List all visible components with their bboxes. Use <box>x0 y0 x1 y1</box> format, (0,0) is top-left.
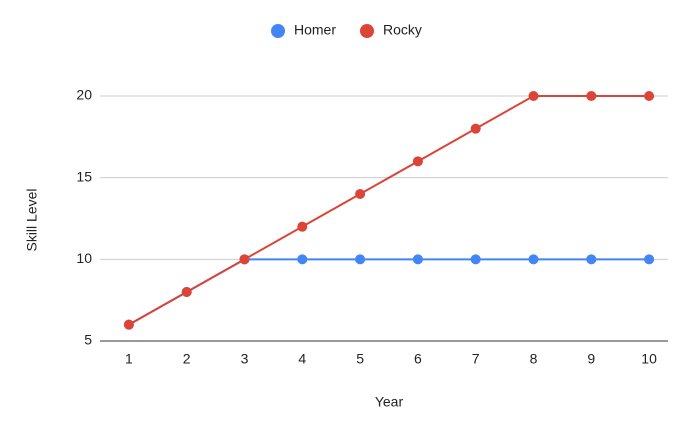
data-point <box>412 254 423 265</box>
data-point <box>470 254 481 265</box>
data-point <box>123 319 134 330</box>
data-point <box>528 254 539 265</box>
y-tick-label: 20 <box>76 87 92 103</box>
legend-marker <box>360 24 374 38</box>
legend-marker <box>271 24 285 38</box>
x-tick-label: 7 <box>472 351 480 367</box>
data-point <box>355 189 366 199</box>
x-tick-label: 6 <box>414 351 422 367</box>
x-tick-label: 1 <box>125 351 133 367</box>
data-point <box>644 254 655 265</box>
series-line <box>128 95 650 326</box>
legend-label: Homer <box>294 22 336 38</box>
data-point <box>239 254 250 265</box>
series-line <box>128 258 650 326</box>
data-point <box>181 287 192 297</box>
y-tick-label: 5 <box>84 332 92 348</box>
x-tick-label: 3 <box>241 351 249 367</box>
data-point <box>528 91 539 101</box>
legend-label: Rocky <box>383 22 422 38</box>
y-tick-label: 10 <box>76 250 92 266</box>
y-axis-label: Skill Level <box>24 188 40 251</box>
data-point <box>470 123 481 134</box>
x-tick-label: 4 <box>298 351 306 367</box>
data-point <box>297 221 308 232</box>
x-tick-label: 10 <box>641 351 657 367</box>
x-axis-label: Year <box>375 394 404 410</box>
y-tick-label: 15 <box>76 168 92 184</box>
data-point <box>412 156 423 167</box>
data-point <box>644 91 655 101</box>
x-tick-label: 9 <box>587 351 595 367</box>
data-point <box>586 91 597 101</box>
data-point <box>586 254 597 265</box>
data-point <box>297 254 308 265</box>
data-point <box>355 254 366 265</box>
x-tick-label: 8 <box>530 351 538 367</box>
x-tick-label: 2 <box>183 351 191 367</box>
x-tick-label: 5 <box>356 351 364 367</box>
